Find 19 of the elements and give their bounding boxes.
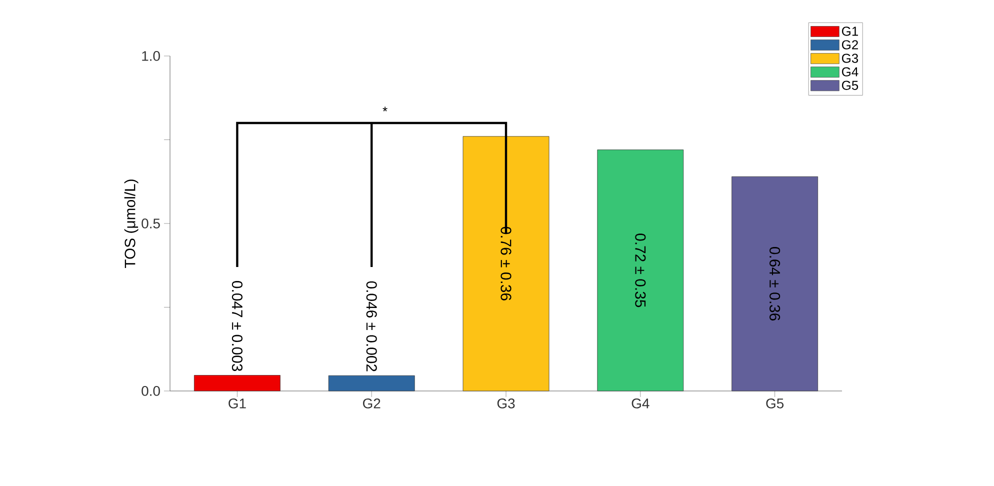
y-tick-label: 1.0 (142, 51, 160, 61)
annotation: * (382, 106, 388, 112)
y-axis-title: TOS (μmol/L) (124, 180, 138, 268)
legend-label: G2 (842, 40, 858, 50)
legend-label: G4 (842, 67, 858, 76)
data-label: 0.64 ± 0.36 (770, 247, 780, 320)
x-tick-label: G2 (363, 398, 380, 408)
data-label: 0.046 ± 0.002 (366, 281, 377, 372)
legend-label: G1 (842, 26, 858, 36)
data-label: 0.72 ± 0.35 (635, 234, 646, 308)
y-tick-label: 0.5 (142, 218, 160, 228)
x-tick-label: G1 (228, 398, 246, 408)
y-tick-label: 0.0 (142, 386, 160, 396)
x-tick-label: G5 (766, 398, 784, 408)
x-tick-label: G4 (632, 398, 650, 408)
legend-label: G5 (842, 80, 858, 90)
data-label: 0.047 ± 0.003 (232, 281, 242, 372)
x-tick-label: G3 (497, 398, 515, 408)
legend-label: G3 (842, 54, 858, 63)
